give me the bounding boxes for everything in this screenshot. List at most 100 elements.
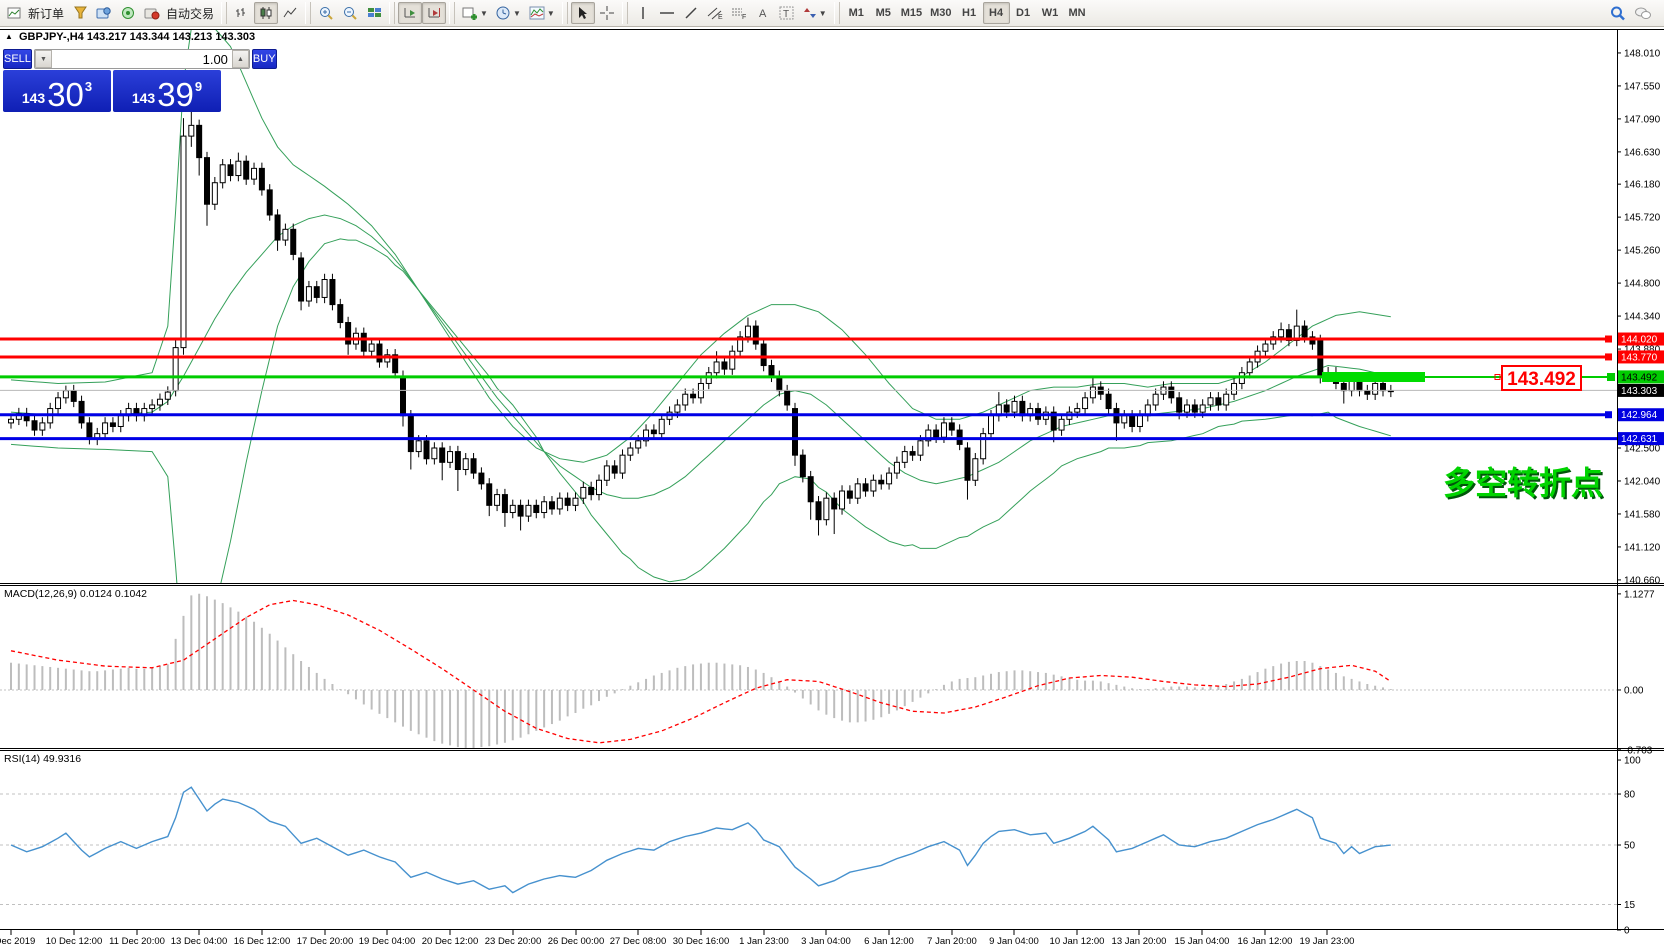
price-tick-label: 146.180 — [1624, 180, 1661, 191]
indicators-button[interactable]: ▼ — [525, 2, 559, 24]
macd-panel[interactable] — [0, 593, 1617, 748]
market-watch-button[interactable] — [68, 2, 92, 24]
timeframe-button-D1[interactable]: D1 — [1016, 7, 1031, 19]
timeframe-button-W1[interactable]: W1 — [1041, 7, 1059, 19]
candle-body — [917, 440, 924, 456]
vertical-line-button[interactable] — [631, 2, 655, 24]
candle-body — [541, 501, 548, 514]
price-marker-text: 143.492 — [1621, 372, 1658, 383]
price-callout-box[interactable] — [1501, 365, 1582, 391]
bar-chart-button[interactable] — [230, 2, 254, 24]
sell-button[interactable]: SELL — [3, 49, 32, 69]
candle-body — [290, 228, 297, 255]
time-tick-label: 7 Jan 20:00 — [927, 936, 977, 947]
buy-price-display[interactable]: 143 39 9 — [113, 70, 221, 112]
candle-body — [39, 422, 46, 431]
alerts-button[interactable] — [116, 2, 140, 24]
candle-body — [886, 472, 893, 485]
zoom-out-button[interactable] — [338, 2, 362, 24]
collapse-triangle-icon[interactable]: ▲ — [5, 32, 13, 41]
new-order-button[interactable] — [2, 2, 26, 24]
timeframe-button-M1[interactable]: M1 — [848, 7, 864, 19]
auto-scroll-button[interactable] — [398, 2, 423, 24]
price-tick-label: 145.720 — [1624, 213, 1661, 224]
toolbar-separator — [389, 2, 396, 24]
annotation-text[interactable]: 多空转折点 — [1443, 465, 1603, 501]
data-window-button[interactable] — [92, 2, 116, 24]
green-highlight-rect[interactable] — [1322, 372, 1425, 382]
candle-body — [878, 479, 885, 485]
timeframe-group: M1 M5 M15 M30 H1 H4 D1 W1 MN — [843, 2, 1091, 24]
candlestick-chart-button[interactable] — [254, 2, 279, 24]
cursor-button[interactable] — [570, 2, 595, 24]
candles-layer — [8, 102, 1394, 536]
volume-input[interactable] — [51, 50, 232, 68]
price-tick-label: 140.660 — [1624, 575, 1661, 586]
timeframe-button-M30[interactable]: M30 — [930, 7, 952, 19]
candle-body — [776, 375, 783, 392]
autotrading-label[interactable]: 自动交易 — [166, 6, 215, 21]
buy-button[interactable]: BUY — [251, 49, 277, 69]
hline-end-marker[interactable] — [1605, 411, 1612, 419]
zoom-in-button[interactable] — [314, 2, 338, 24]
time-tick-label: 13 Dec 04:00 — [171, 936, 228, 947]
candle-body — [454, 451, 461, 471]
arrows-button[interactable]: ▼ — [799, 2, 831, 24]
chart-shift-button[interactable] — [422, 2, 447, 24]
timeframe-button-MN[interactable]: MN — [1068, 7, 1086, 19]
candle-body — [1191, 404, 1198, 413]
candle-body — [274, 214, 281, 241]
chat-button[interactable] — [1630, 2, 1656, 24]
price-tick-label: 142.040 — [1624, 476, 1661, 487]
rsi-panel[interactable] — [0, 786, 1617, 906]
candle-body — [556, 497, 563, 510]
price-tick-label: 142.500 — [1624, 443, 1661, 454]
price-axis[interactable]: 148.010 147.550 147.090 146.630 146.180 145.7… — [1617, 48, 1664, 937]
volume-increase-button[interactable]: ▲ — [231, 50, 249, 68]
timeframe-button-H1[interactable]: H1 — [962, 7, 977, 19]
timeframe-button-H4[interactable]: H4 — [982, 2, 1010, 24]
equidistant-channel-button[interactable]: E — [703, 2, 727, 24]
trendline-button[interactable] — [679, 2, 703, 24]
autotrading-button[interactable] — [140, 2, 164, 24]
candle-body — [407, 415, 414, 453]
candle-body — [760, 343, 767, 367]
price-marker-text: 143.770 — [1621, 352, 1658, 363]
candle-body — [392, 354, 399, 374]
crosshair-button[interactable] — [595, 2, 619, 24]
candle-body — [227, 164, 234, 177]
candle-body — [831, 497, 838, 510]
timeframe-button-M15[interactable]: M15 — [900, 7, 923, 19]
fibonacci-button[interactable]: F — [727, 2, 751, 24]
hline-end-marker[interactable] — [1605, 353, 1612, 361]
price-tick-label: 147.090 — [1624, 114, 1661, 125]
line-chart-button[interactable] — [278, 2, 302, 24]
channel-icon: E — [707, 7, 723, 20]
candle-body — [282, 228, 289, 241]
hline-end-marker[interactable] — [1605, 335, 1612, 343]
text-button[interactable]: A — [751, 2, 775, 24]
candle-body — [925, 429, 932, 442]
candle-body — [1223, 393, 1230, 406]
crosshair-icon — [599, 6, 614, 20]
tile-windows-button[interactable] — [362, 2, 386, 24]
timeframe-button-M5[interactable]: M5 — [875, 7, 891, 19]
horizontal-line-button[interactable] — [655, 2, 679, 24]
volume-decrease-button[interactable]: ▼ — [34, 50, 52, 68]
candle-body — [423, 440, 430, 460]
sell-price-display[interactable]: 143 30 3 — [3, 70, 111, 112]
search-button[interactable] — [1606, 2, 1630, 24]
text-label-button[interactable]: T — [775, 2, 799, 24]
time-axis[interactable]: 9 Dec 2019 10 Dec 12:00 11 Dec 20:00 13 Dec… — [0, 930, 1354, 947]
candle-body — [447, 451, 454, 463]
candle-body — [525, 504, 532, 517]
bollinger-upper-band — [10, 30, 1391, 463]
symbol-info-bar: ▲ GBPJPY-,H4 143.217 143.344 143.213 143… — [5, 31, 255, 43]
new-chart-button[interactable]: ▼ — [458, 2, 492, 24]
time-tick-label: 17 Dec 20:00 — [297, 936, 354, 947]
new-order-label[interactable]: 新订单 — [28, 6, 65, 21]
price-tick-label: 144.340 — [1624, 312, 1661, 323]
periods-button[interactable]: ▼ — [492, 2, 525, 24]
